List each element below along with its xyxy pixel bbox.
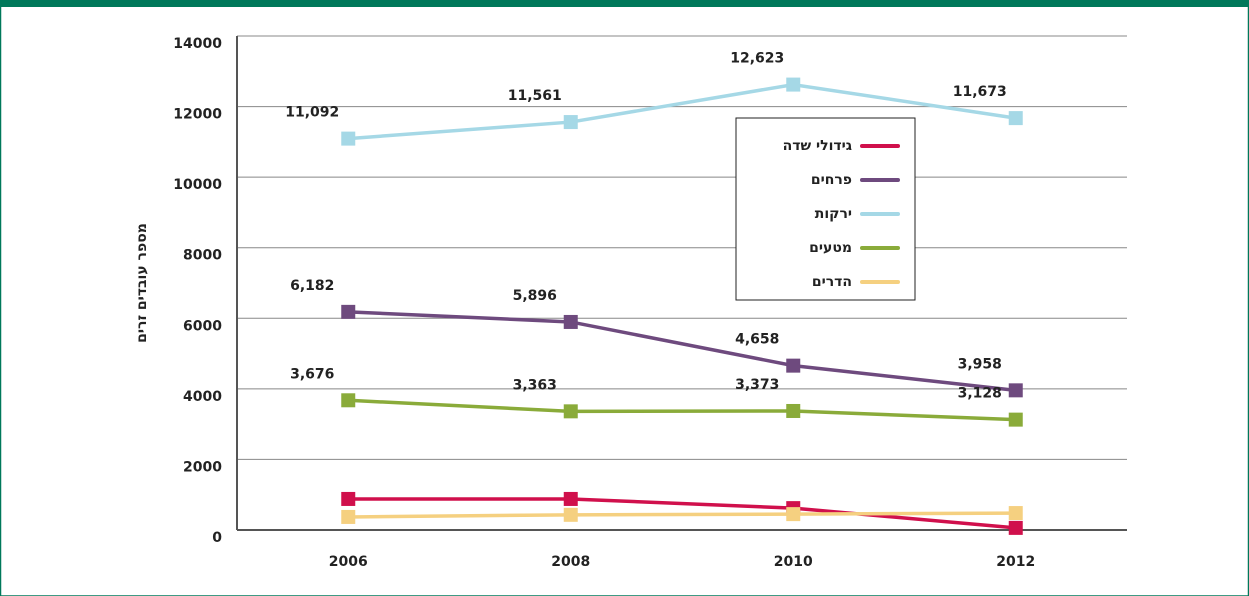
data-label: 11,673 bbox=[953, 84, 1007, 100]
series-line bbox=[348, 398, 1016, 422]
data-label: 3,676 bbox=[290, 366, 334, 382]
data-label: 12,623 bbox=[730, 51, 784, 67]
x-tick-label: 2012 bbox=[996, 554, 1035, 570]
series-line bbox=[348, 511, 1016, 519]
point-marker bbox=[786, 403, 801, 418]
point-marker bbox=[563, 115, 578, 130]
y-tick-label: 4000 bbox=[183, 389, 222, 405]
x-tick-label: 2008 bbox=[551, 554, 590, 570]
y-tick-label: 2000 bbox=[183, 459, 222, 475]
point-marker bbox=[341, 393, 356, 408]
legend-label: מטעים bbox=[809, 240, 852, 256]
point-marker bbox=[1008, 506, 1023, 521]
data-label: 11,561 bbox=[508, 88, 562, 104]
point-marker bbox=[341, 131, 356, 146]
legend-label: הדרים bbox=[812, 274, 852, 290]
y-tick-label: 14000 bbox=[173, 36, 222, 52]
point-marker bbox=[786, 507, 801, 522]
point-marker bbox=[786, 358, 801, 373]
data-label: 11,092 bbox=[285, 105, 339, 121]
point-marker bbox=[341, 509, 356, 524]
point-marker bbox=[563, 507, 578, 522]
x-tick-label: 2006 bbox=[329, 554, 368, 570]
point-marker bbox=[1008, 111, 1023, 126]
point-marker bbox=[341, 491, 356, 506]
data-label: 6,182 bbox=[290, 278, 334, 294]
data-label: 3,373 bbox=[735, 377, 779, 393]
point-marker bbox=[341, 304, 356, 319]
data-label: 3,128 bbox=[958, 386, 1002, 402]
legend-label: פרחים bbox=[811, 172, 852, 188]
series-line bbox=[348, 497, 1016, 530]
legend-box bbox=[735, 117, 916, 301]
point-marker bbox=[563, 314, 578, 329]
series-line bbox=[348, 310, 1016, 393]
y-tick-label: 10000 bbox=[173, 177, 222, 193]
data-label: 3,958 bbox=[958, 356, 1002, 372]
point-marker bbox=[1008, 383, 1023, 398]
point-marker bbox=[786, 77, 801, 92]
point-marker bbox=[563, 491, 578, 506]
y-tick-label: 12000 bbox=[173, 107, 222, 123]
point-marker bbox=[563, 404, 578, 419]
data-label: 3,363 bbox=[513, 377, 557, 393]
point-marker bbox=[1008, 520, 1023, 535]
legend-label: ירקות bbox=[815, 206, 852, 222]
top-bar bbox=[0, 0, 1249, 7]
y-axis-label: מספר עובדים זרים bbox=[134, 223, 150, 343]
legend-label: גידולי שדה bbox=[783, 138, 852, 154]
y-tick-label: 6000 bbox=[183, 318, 222, 334]
data-label: 5,896 bbox=[513, 288, 557, 304]
point-marker bbox=[1008, 412, 1023, 427]
y-tick-label: 8000 bbox=[183, 248, 222, 264]
y-tick-label: 0 bbox=[212, 530, 222, 546]
series-line bbox=[348, 82, 1017, 141]
x-tick-label: 2010 bbox=[774, 554, 813, 570]
data-label: 4,658 bbox=[735, 332, 779, 348]
